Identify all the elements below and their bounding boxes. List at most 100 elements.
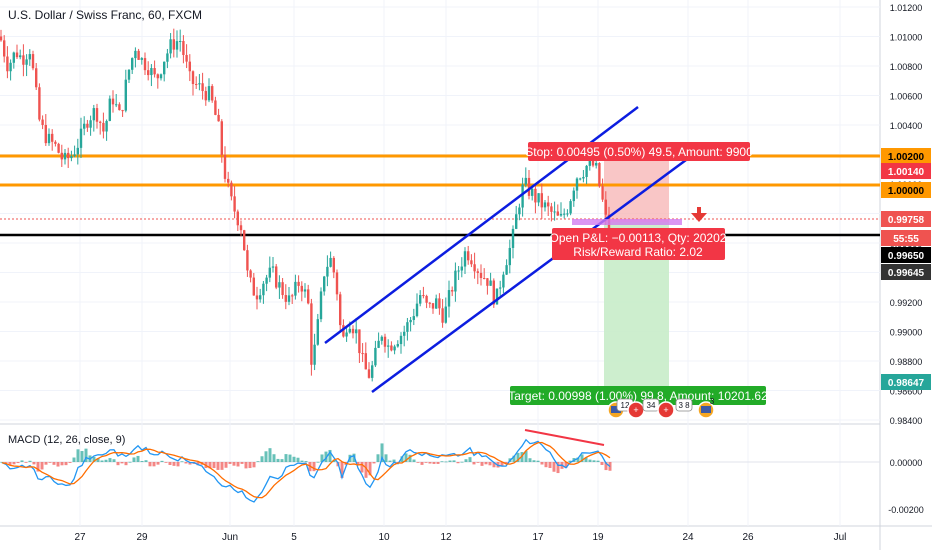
price-tag	[881, 247, 931, 263]
candle-body	[172, 39, 175, 50]
candle-body	[502, 274, 505, 288]
macd-title[interactable]: MACD (12, 26, close, 9)	[8, 434, 126, 446]
pnl-label-box[interactable]	[552, 228, 725, 260]
price-tick-label: 1.00800	[890, 62, 923, 72]
svg-text:+: +	[663, 405, 668, 415]
macd-histogram-bar	[176, 462, 180, 467]
price-tag-label: 0.98647	[888, 378, 925, 389]
candle-body	[275, 266, 278, 288]
macd-histogram-bar	[260, 456, 264, 462]
candle-body	[345, 332, 348, 337]
date-tick-label: 19	[592, 532, 604, 543]
candle-body	[339, 294, 342, 326]
candle-body	[166, 53, 169, 62]
macd-line	[1, 438, 611, 503]
macd-histogram-bar	[436, 462, 440, 464]
candle-body	[550, 206, 553, 212]
candle-body	[265, 277, 268, 284]
macd-histogram-bar	[532, 460, 536, 462]
macd-histogram-bar	[452, 460, 456, 462]
macd-histogram-bar	[92, 456, 96, 462]
macd-axis-ticks: 0.00000 -0.00200	[888, 458, 924, 515]
candle-body	[99, 121, 102, 123]
macd-histogram-bar	[428, 462, 432, 464]
ch-flag-icon[interactable]	[657, 401, 675, 419]
macd-divergence-line[interactable]	[524, 429, 605, 446]
candle-body	[303, 289, 307, 292]
candle-body	[271, 266, 275, 268]
candle-body	[153, 68, 156, 75]
candle-body	[457, 270, 460, 272]
date-tick-label: 17	[532, 532, 544, 543]
macd-histogram-bar	[8, 462, 12, 466]
candle-body	[259, 295, 262, 300]
candle-body	[390, 345, 393, 351]
candle-body	[527, 177, 531, 196]
macd-histogram-bar	[520, 452, 524, 462]
stop-label-box[interactable]	[528, 142, 750, 161]
candle-body	[284, 295, 287, 302]
candle-body	[214, 100, 217, 115]
symbol-title[interactable]: U.S. Dollar / Swiss Franc, 60, FXCM	[8, 8, 203, 22]
price-tick-label: 0.99200	[890, 298, 923, 308]
event-icons[interactable]: 12 + 34 + 3 8 3	[607, 397, 715, 419]
macd-histogram-bar	[592, 460, 596, 462]
candle-body	[547, 202, 550, 207]
macd-histogram-bar	[340, 462, 344, 478]
candle-body	[518, 207, 521, 215]
channel-lower-line[interactable]	[371, 158, 687, 394]
macd-histogram-bar	[68, 462, 72, 463]
candle-body	[3, 40, 6, 57]
macd-histogram-bar	[460, 461, 464, 463]
macd-histogram-bar	[408, 454, 412, 462]
candle-body	[246, 250, 249, 271]
macd-histogram-bar	[168, 462, 172, 466]
macd-histogram-bar	[576, 457, 580, 462]
macd-histogram-bar	[60, 462, 64, 466]
candle-body	[441, 308, 444, 323]
macd-histogram-bar	[252, 462, 256, 468]
macd-histogram-bar	[172, 462, 176, 466]
date-tick-label: 29	[136, 532, 148, 543]
macd-histogram-bar	[148, 462, 152, 467]
candle-body	[371, 365, 374, 378]
svg-text:+: +	[633, 405, 638, 415]
macd-histogram-bar	[420, 462, 424, 465]
macd-histogram-bar	[504, 462, 508, 465]
candle-body	[585, 165, 588, 177]
candle-body	[268, 267, 271, 278]
macd-histogram-bar	[272, 454, 276, 462]
macd-histogram-bar	[288, 454, 292, 462]
macd-histogram-bar	[332, 459, 336, 462]
sell-arrow-icon[interactable]	[691, 207, 707, 222]
macd-histogram-bar	[48, 462, 52, 463]
pnl-label-line1: Open P&L: −0.00113, Qty: 20202	[550, 231, 727, 245]
event-count-3: 3 8	[678, 401, 690, 410]
price-tag	[881, 264, 931, 280]
candle-body	[140, 58, 143, 60]
candle-body	[582, 176, 585, 179]
candle-body	[236, 211, 239, 226]
target-label-box[interactable]	[510, 386, 766, 405]
candle-body	[332, 257, 335, 273]
price-tag	[881, 182, 931, 198]
candle-body	[467, 251, 470, 261]
candle-body	[252, 277, 255, 296]
macd-histogram-bar	[404, 453, 408, 462]
macd-histogram-bar	[484, 462, 488, 465]
candle-body	[323, 276, 326, 292]
candle-body	[463, 251, 467, 267]
macd-histogram-bar	[320, 454, 324, 462]
candle-body	[383, 336, 387, 347]
candle-body	[355, 329, 358, 334]
macd-histogram-bar	[84, 448, 88, 462]
macd-histogram-bar	[216, 462, 220, 470]
macd-histogram-bar	[144, 460, 148, 462]
candle-body	[63, 152, 67, 160]
macd-histogram-bar	[500, 462, 504, 467]
macd-histogram-bar	[152, 462, 156, 467]
macd-histogram-bar	[72, 457, 76, 462]
candle-body	[479, 272, 483, 279]
macd-histogram-bar	[224, 462, 228, 468]
